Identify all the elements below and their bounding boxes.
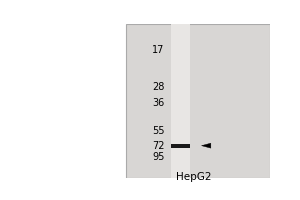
Bar [126,24,270,178]
Text: 17: 17 [152,45,165,55]
Polygon shape [202,143,211,148]
Text: 28: 28 [152,82,165,92]
Text: 95: 95 [152,152,165,162]
Text: 72: 72 [152,141,165,151]
Bar [171,144,190,148]
Text: 55: 55 [152,126,165,136]
Text: HepG2: HepG2 [176,172,211,182]
Text: 36: 36 [152,98,165,108]
Bar [171,24,190,178]
